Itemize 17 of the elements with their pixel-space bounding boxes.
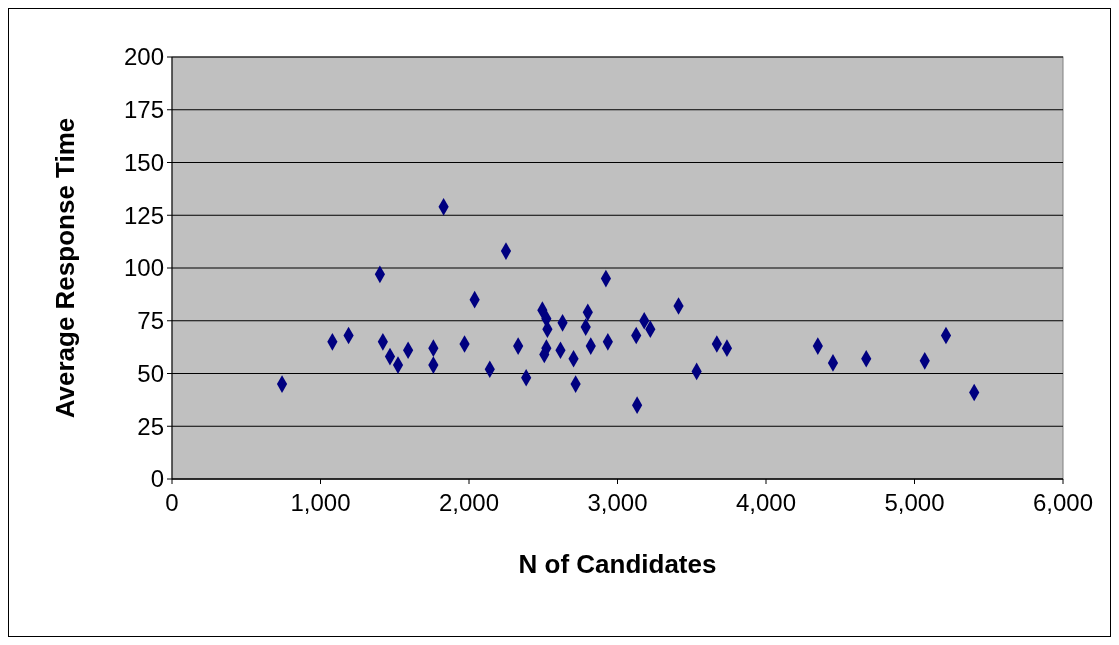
y-tick-label: 200 [123,43,164,71]
y-tick-label: 150 [123,148,164,176]
y-tick-label: 100 [123,254,164,282]
x-tick-label: 6,000 [1032,489,1094,516]
x-tick-label: 4,000 [735,489,797,516]
y-tick-label: 175 [123,96,164,124]
y-tick-label: 125 [123,201,164,229]
y-tick-label: 50 [137,359,164,387]
x-tick-label: 1,000 [290,489,351,516]
x-tick-label: 3,000 [587,489,648,516]
x-tick-label: 2,000 [438,489,500,516]
y-tick-label: 25 [137,412,164,440]
x-axis-title: N of Candidates [518,549,717,579]
y-tick-label: 0 [150,465,164,493]
y-tick-label: 75 [137,307,164,335]
x-tick-label: 5,000 [884,489,945,516]
y-axis-title: Average Response Time [50,117,80,419]
